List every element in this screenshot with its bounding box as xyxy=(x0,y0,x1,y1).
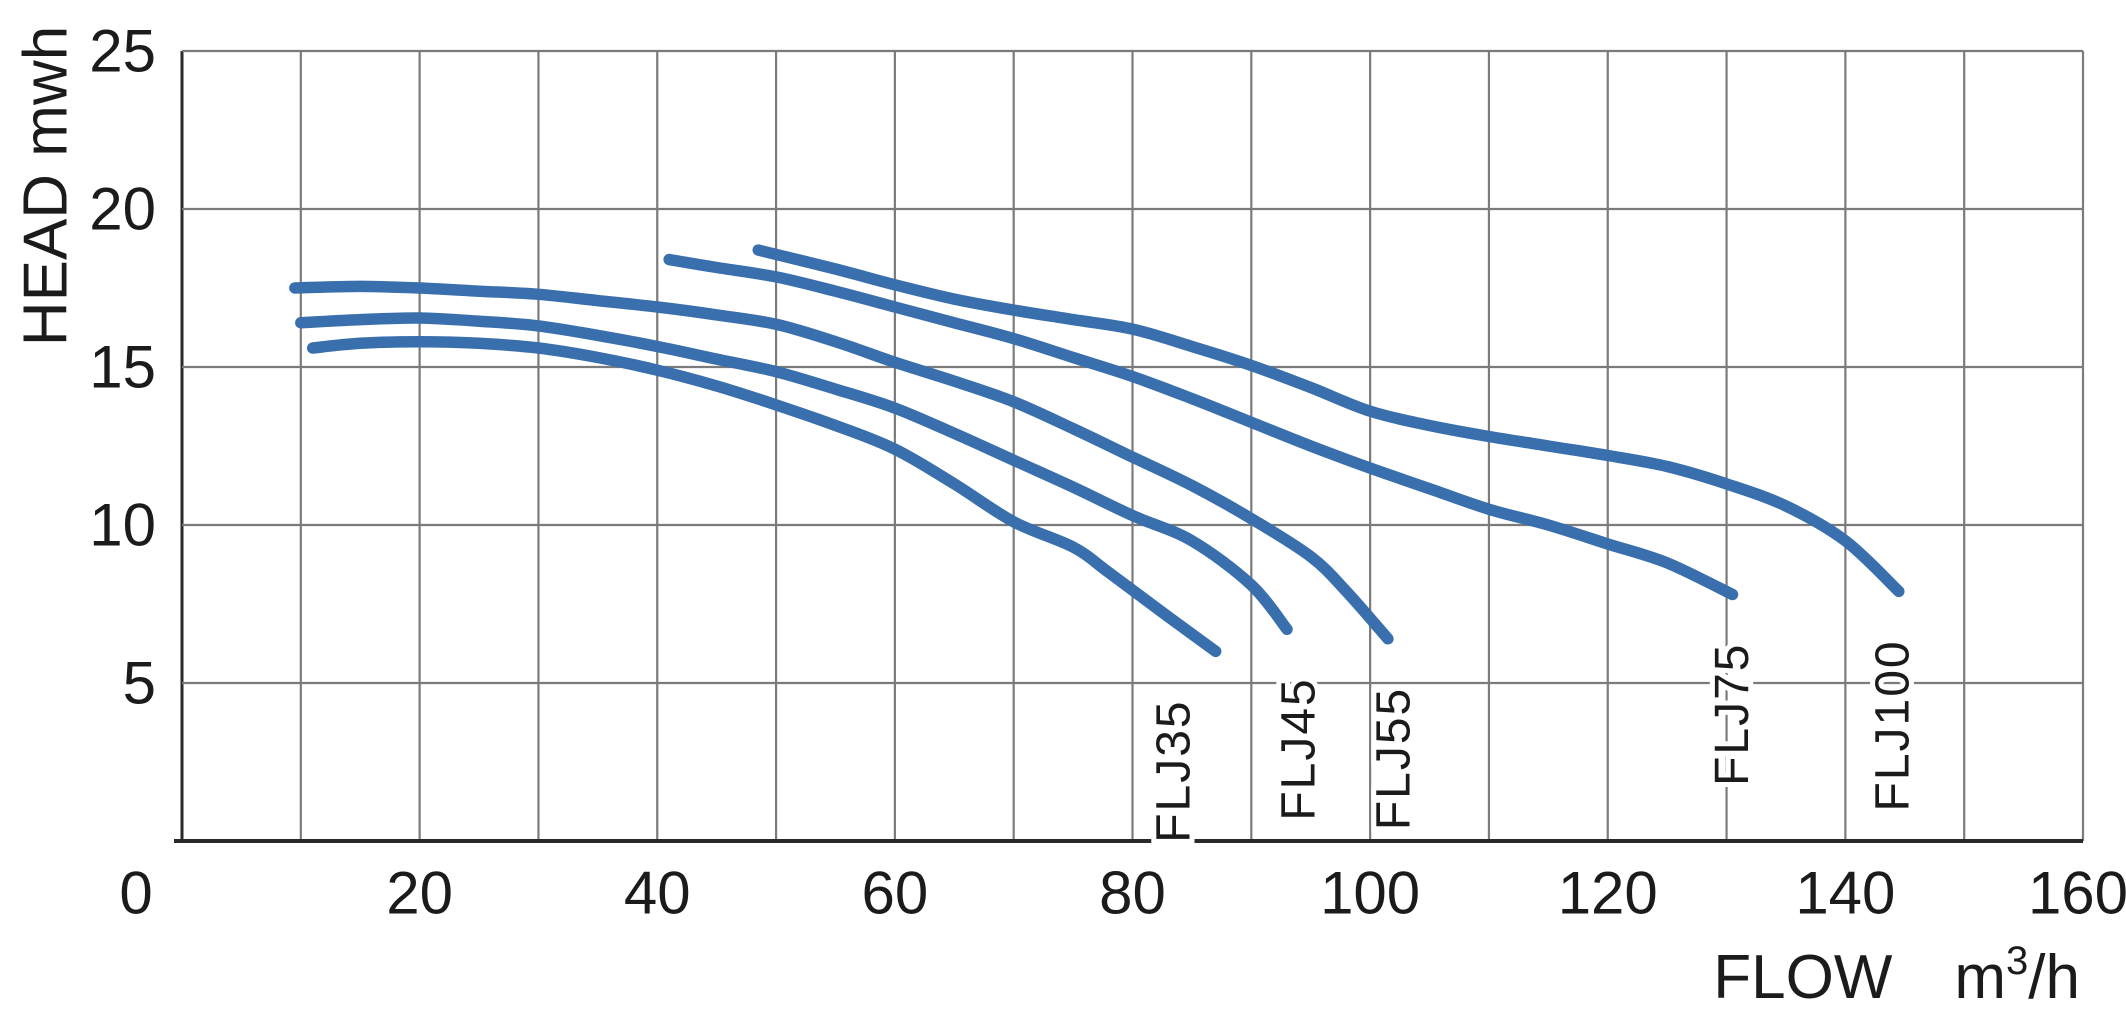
curve-flj55 xyxy=(289,280,1394,645)
x-tick-label: 80 xyxy=(1099,860,1166,927)
x-tick-label: 0 xyxy=(119,860,152,927)
x-tick-label: 120 xyxy=(1558,860,1658,927)
y-tick-label: 25 xyxy=(89,18,156,85)
curve-flj45 xyxy=(295,312,1293,636)
y-tick-label: 15 xyxy=(89,334,156,401)
y-axis-title: HEAD mwh xyxy=(12,26,81,346)
y-tick-label: 5 xyxy=(123,650,156,717)
x-tick-label: 60 xyxy=(862,860,929,927)
curve-flj35 xyxy=(306,335,1222,658)
curve-label-flj100: FLJ100 xyxy=(1866,639,1919,811)
curve-flj75 xyxy=(663,253,1739,601)
curve-label-flj35: FLJ35 xyxy=(1148,699,1201,842)
x-tick-label: 160 xyxy=(2028,860,2126,927)
y-tick-label: 10 xyxy=(89,492,156,559)
curve-label-flj55: FLJ55 xyxy=(1367,687,1420,830)
x-tick-label: 20 xyxy=(386,860,453,927)
curve-flj100 xyxy=(752,244,1905,598)
x-tick-label: 100 xyxy=(1320,860,1420,927)
x-axis-title: FLOW m3/h xyxy=(1713,939,2080,1012)
y-tick-label: 20 xyxy=(89,176,156,243)
x-tick-label: 40 xyxy=(624,860,691,927)
curve-label-flj45: FLJ45 xyxy=(1272,677,1325,820)
curve-label-flj75: FLJ75 xyxy=(1706,643,1759,786)
x-tick-label: 140 xyxy=(1795,860,1895,927)
